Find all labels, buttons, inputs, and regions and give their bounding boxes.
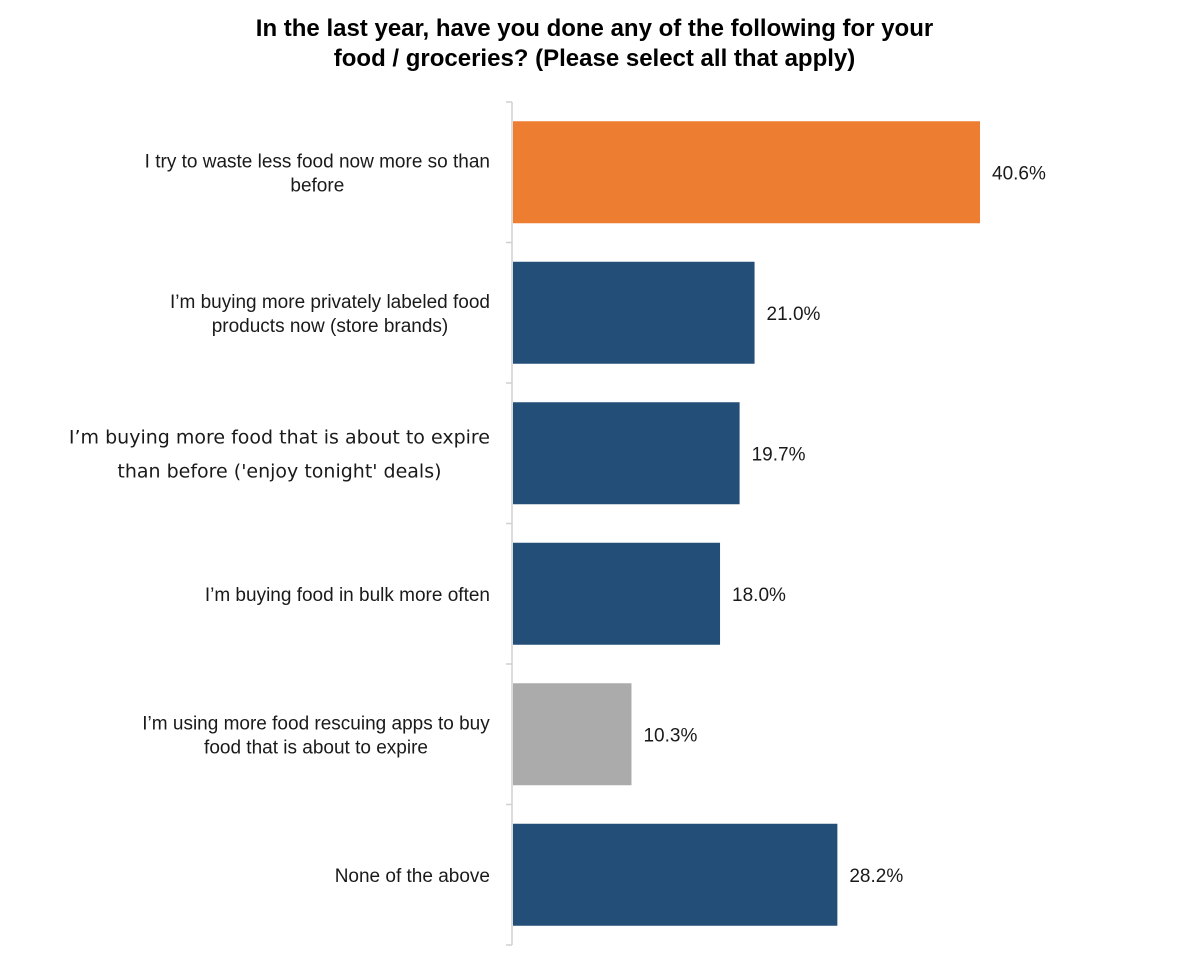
- value-label: 19.7%: [752, 444, 806, 465]
- chart-title-line-1: In the last year, have you done any of t…: [255, 15, 934, 42]
- bar: [513, 121, 980, 224]
- category-label-line: food that is about to expire: [204, 737, 428, 758]
- category-label: I try to waste less food now more so tha…: [145, 151, 490, 196]
- value-label: 40.6%: [992, 163, 1046, 184]
- value-label: 10.3%: [643, 725, 697, 746]
- value-label: 21.0%: [767, 304, 821, 325]
- chart-title-line-2: food / groceries? (Please select all tha…: [333, 45, 856, 72]
- category-label-line: I’m buying more privately labeled food: [170, 292, 490, 313]
- bar: [513, 542, 721, 645]
- value-label: 28.2%: [849, 866, 903, 887]
- category-label: I’m buying food in bulk more often: [205, 585, 490, 606]
- axis-layer: [506, 101, 513, 946]
- category-label: I’m buying more privately labeled food pr…: [170, 292, 490, 337]
- value-label: 18.0%: [732, 585, 786, 606]
- category-label-line: than before ('enjoy tonight' deals): [117, 460, 441, 482]
- category-label-line: None of the above: [335, 866, 490, 887]
- bar: [513, 823, 838, 926]
- category-label-line: before: [290, 175, 344, 196]
- category-label: I’m using more food rescuing apps to buy…: [142, 713, 490, 758]
- bar: [513, 402, 740, 505]
- labels-layer: 40.6% I try to waste less food now more s…: [69, 151, 1046, 887]
- category-label-line: I’m using more food rescuing apps to buy: [142, 713, 490, 734]
- category-label-line: products now (store brands): [212, 316, 449, 337]
- category-label: None of the above: [335, 866, 490, 887]
- bar: [513, 261, 755, 364]
- category-label-line: I’m buying food in bulk more often: [205, 585, 490, 606]
- bars-layer: [513, 121, 980, 926]
- chart-title: In the last year, have you done any of t…: [0, 14, 1189, 74]
- bar: [513, 683, 632, 786]
- category-label-line: I try to waste less food now more so tha…: [145, 151, 490, 172]
- category-label: I’m buying more food that is about to ex…: [69, 426, 490, 482]
- category-label-line: I’m buying more food that is about to ex…: [69, 426, 490, 448]
